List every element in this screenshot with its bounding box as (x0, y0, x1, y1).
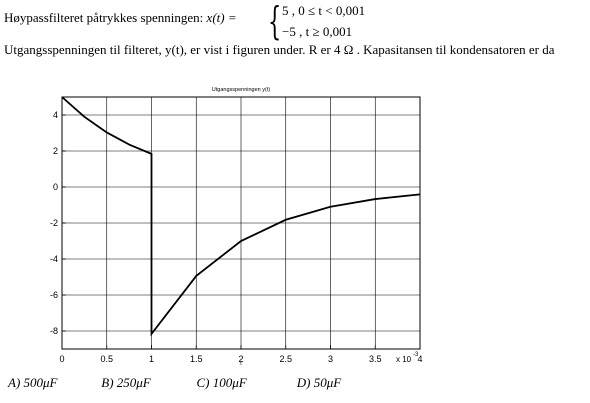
answer-c-value: 100μF (212, 375, 247, 390)
answer-a-value: 500μF (23, 375, 58, 390)
x-tick-label: 0 (59, 354, 64, 364)
x-tick-label: 4 (417, 354, 422, 364)
answer-options: A) 500μF B) 250μF C) 100μF D) 50μF (8, 375, 341, 391)
answer-a[interactable]: A) 500μF (8, 375, 98, 391)
piecewise-case-2: −5 , t ≥ 0,001 (282, 24, 353, 39)
intro-text: Høypassfilteret påtrykkes spenningen: (4, 10, 204, 25)
x-tick-label: 3.5 (369, 354, 382, 364)
x-tick-labels: 0 0.5 1 1.5 2 2.5 3 3.5 4 (59, 354, 422, 364)
x-tick-label: 0.5 (100, 354, 113, 364)
chart-title: Utgangsspenningen y(t) (212, 87, 271, 93)
answer-d[interactable]: D) 50μF (297, 375, 341, 391)
intro-line: Høypassfilteret påtrykkes spenningen: x(… (4, 10, 237, 26)
tick-marks (61, 114, 421, 349)
y-tick-label: 2 (53, 146, 58, 156)
y-tick-label: -2 (50, 218, 58, 228)
x-tick-label: 2.5 (279, 354, 292, 364)
output-voltage-chart: 4 2 0 -2 -4 -6 -8 0 0.5 1 1.5 2 2.5 3 3.5 4 Utgangsspe… (50, 87, 423, 367)
y-tick-labels: 4 2 0 -2 -4 -6 -8 (50, 110, 58, 336)
x-multiplier: x 10 -3 (396, 352, 419, 364)
answer-a-letter: A) (8, 375, 21, 390)
x-tick-label: 1 (149, 354, 154, 364)
piecewise-brace: { (268, 0, 282, 43)
answer-b-value: 250μF (116, 375, 151, 390)
x-tick-label: 2 (238, 354, 243, 364)
answer-b[interactable]: B) 250μF (101, 375, 193, 391)
answer-c-letter: C) (196, 375, 210, 390)
answer-c[interactable]: C) 100μF (197, 375, 294, 391)
answer-d-value: 50μF (313, 375, 342, 390)
y-tick-label: -4 (50, 254, 58, 264)
y-tick-label: 0 (53, 182, 58, 192)
y-tick-label: -6 (50, 290, 58, 300)
problem-text: Utgangsspenningen til filteret, y(t), er… (4, 42, 555, 57)
x-multiplier-exponent: -3 (413, 352, 419, 358)
y-tick-label: -8 (50, 326, 58, 336)
series-line (61, 96, 421, 337)
answer-b-letter: B) (101, 375, 114, 390)
function-lhs: x(t) = (206, 10, 237, 25)
x-tick-label: 1.5 (190, 354, 203, 364)
piecewise-case-1: 5 , 0 ≤ t < 0,001 (282, 3, 366, 18)
x-tick-label: 3 (328, 354, 333, 364)
x-axis-label: t (240, 361, 242, 367)
y-tick-label: 4 (53, 110, 58, 120)
x-multiplier-base: x 10 (396, 355, 412, 364)
answer-d-letter: D) (296, 375, 311, 390)
